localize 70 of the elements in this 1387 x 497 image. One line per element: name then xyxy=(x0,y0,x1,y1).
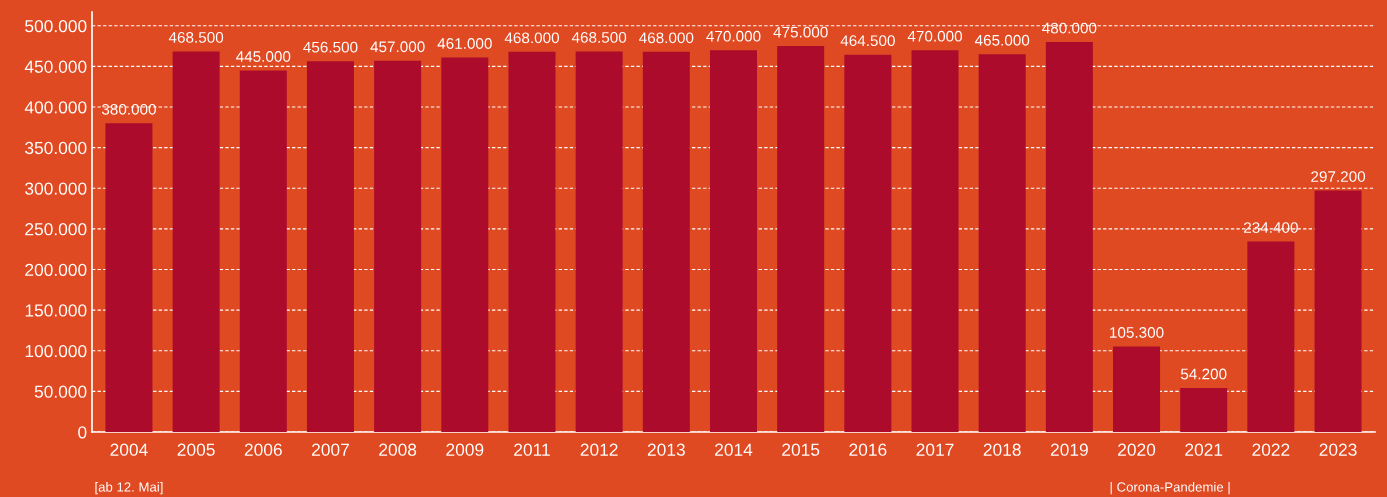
x-tick-label: 2021 xyxy=(1185,443,1223,456)
data-label: 468.000 xyxy=(639,32,694,44)
bar xyxy=(441,57,489,432)
bar xyxy=(1247,241,1295,432)
y-tick-label: 250.000 xyxy=(25,223,87,236)
data-label: 468.000 xyxy=(504,32,559,44)
x-tick-label: 2022 xyxy=(1252,443,1290,456)
data-label: 234.400 xyxy=(1244,222,1298,233)
data-label: 445.000 xyxy=(236,51,291,62)
y-tick-label: 150.000 xyxy=(25,304,87,317)
x-tick-label: 2005 xyxy=(177,443,215,456)
data-label: 457.000 xyxy=(370,41,425,53)
data-label: 468.500 xyxy=(571,32,627,43)
text: | Corona-Pandemie | xyxy=(1110,482,1230,495)
y-tick-label: 350.000 xyxy=(25,141,87,155)
bar xyxy=(1113,346,1161,432)
bar xyxy=(777,46,825,432)
y-tick-label: 100.000 xyxy=(25,344,87,358)
y-tick-label: 450.000 xyxy=(24,60,87,73)
data-label: 465.000 xyxy=(974,34,1030,46)
x-tick-label: 2009 xyxy=(446,443,484,456)
bar xyxy=(105,123,153,432)
data-label: 468.500 xyxy=(168,32,224,43)
bar xyxy=(978,54,1026,432)
bar xyxy=(1045,42,1093,432)
data-label: 464.500 xyxy=(840,35,895,47)
y-tick-label: 50.000 xyxy=(34,385,87,398)
data-label: 105.300 xyxy=(1110,327,1164,338)
bar xyxy=(575,51,623,432)
y-tick-label: 400.000 xyxy=(24,101,87,114)
y-tick-label: 0 xyxy=(78,426,87,439)
x-tick-label: 2015 xyxy=(782,443,820,456)
data-label: 297.200 xyxy=(1311,171,1366,182)
x-tick-label: 2004 xyxy=(110,443,148,456)
x-tick-label: 2016 xyxy=(849,443,887,456)
bar xyxy=(508,51,556,432)
x-tick-label: 2007 xyxy=(312,443,349,456)
bar xyxy=(642,51,690,432)
bar xyxy=(1314,190,1362,432)
y-tick-label: 300.000 xyxy=(25,182,87,195)
data-label: 380.000 xyxy=(101,103,156,115)
y-tick-label: 500.000 xyxy=(25,19,87,33)
bar xyxy=(844,54,892,432)
data-label: 470.000 xyxy=(907,30,963,42)
bar xyxy=(172,51,220,432)
x-tick-label: 2020 xyxy=(1118,443,1156,456)
bar xyxy=(709,50,758,432)
x-tick-label: 2008 xyxy=(379,443,417,456)
data-label: 475.000 xyxy=(773,26,828,38)
x-tick-label: 2017 xyxy=(916,443,954,456)
x-tick-label: 2013 xyxy=(647,443,685,456)
bar xyxy=(239,70,287,432)
text: [ab 12. Mai] xyxy=(95,482,163,495)
data-label: 470.000 xyxy=(706,30,761,42)
y-tick-label: 200.000 xyxy=(25,263,87,276)
data-label: 54.200 xyxy=(1180,368,1227,380)
data-label: 480.000 xyxy=(1042,22,1097,34)
data-label: 461.000 xyxy=(437,38,492,49)
data-label: 456.500 xyxy=(303,41,358,53)
x-tick-label: 2012 xyxy=(580,443,618,456)
x-tick-label: 2023 xyxy=(1319,443,1357,456)
x-tick-label: 2018 xyxy=(983,443,1021,456)
bar xyxy=(911,50,959,432)
bar xyxy=(374,60,422,432)
x-tick-label: 2006 xyxy=(244,443,282,456)
x-tick-label: 2019 xyxy=(1050,443,1088,456)
bar xyxy=(1180,387,1228,432)
x-tick-label: 2014 xyxy=(715,443,753,456)
x-tick-label: 2011 xyxy=(514,443,550,456)
bar xyxy=(306,61,354,432)
